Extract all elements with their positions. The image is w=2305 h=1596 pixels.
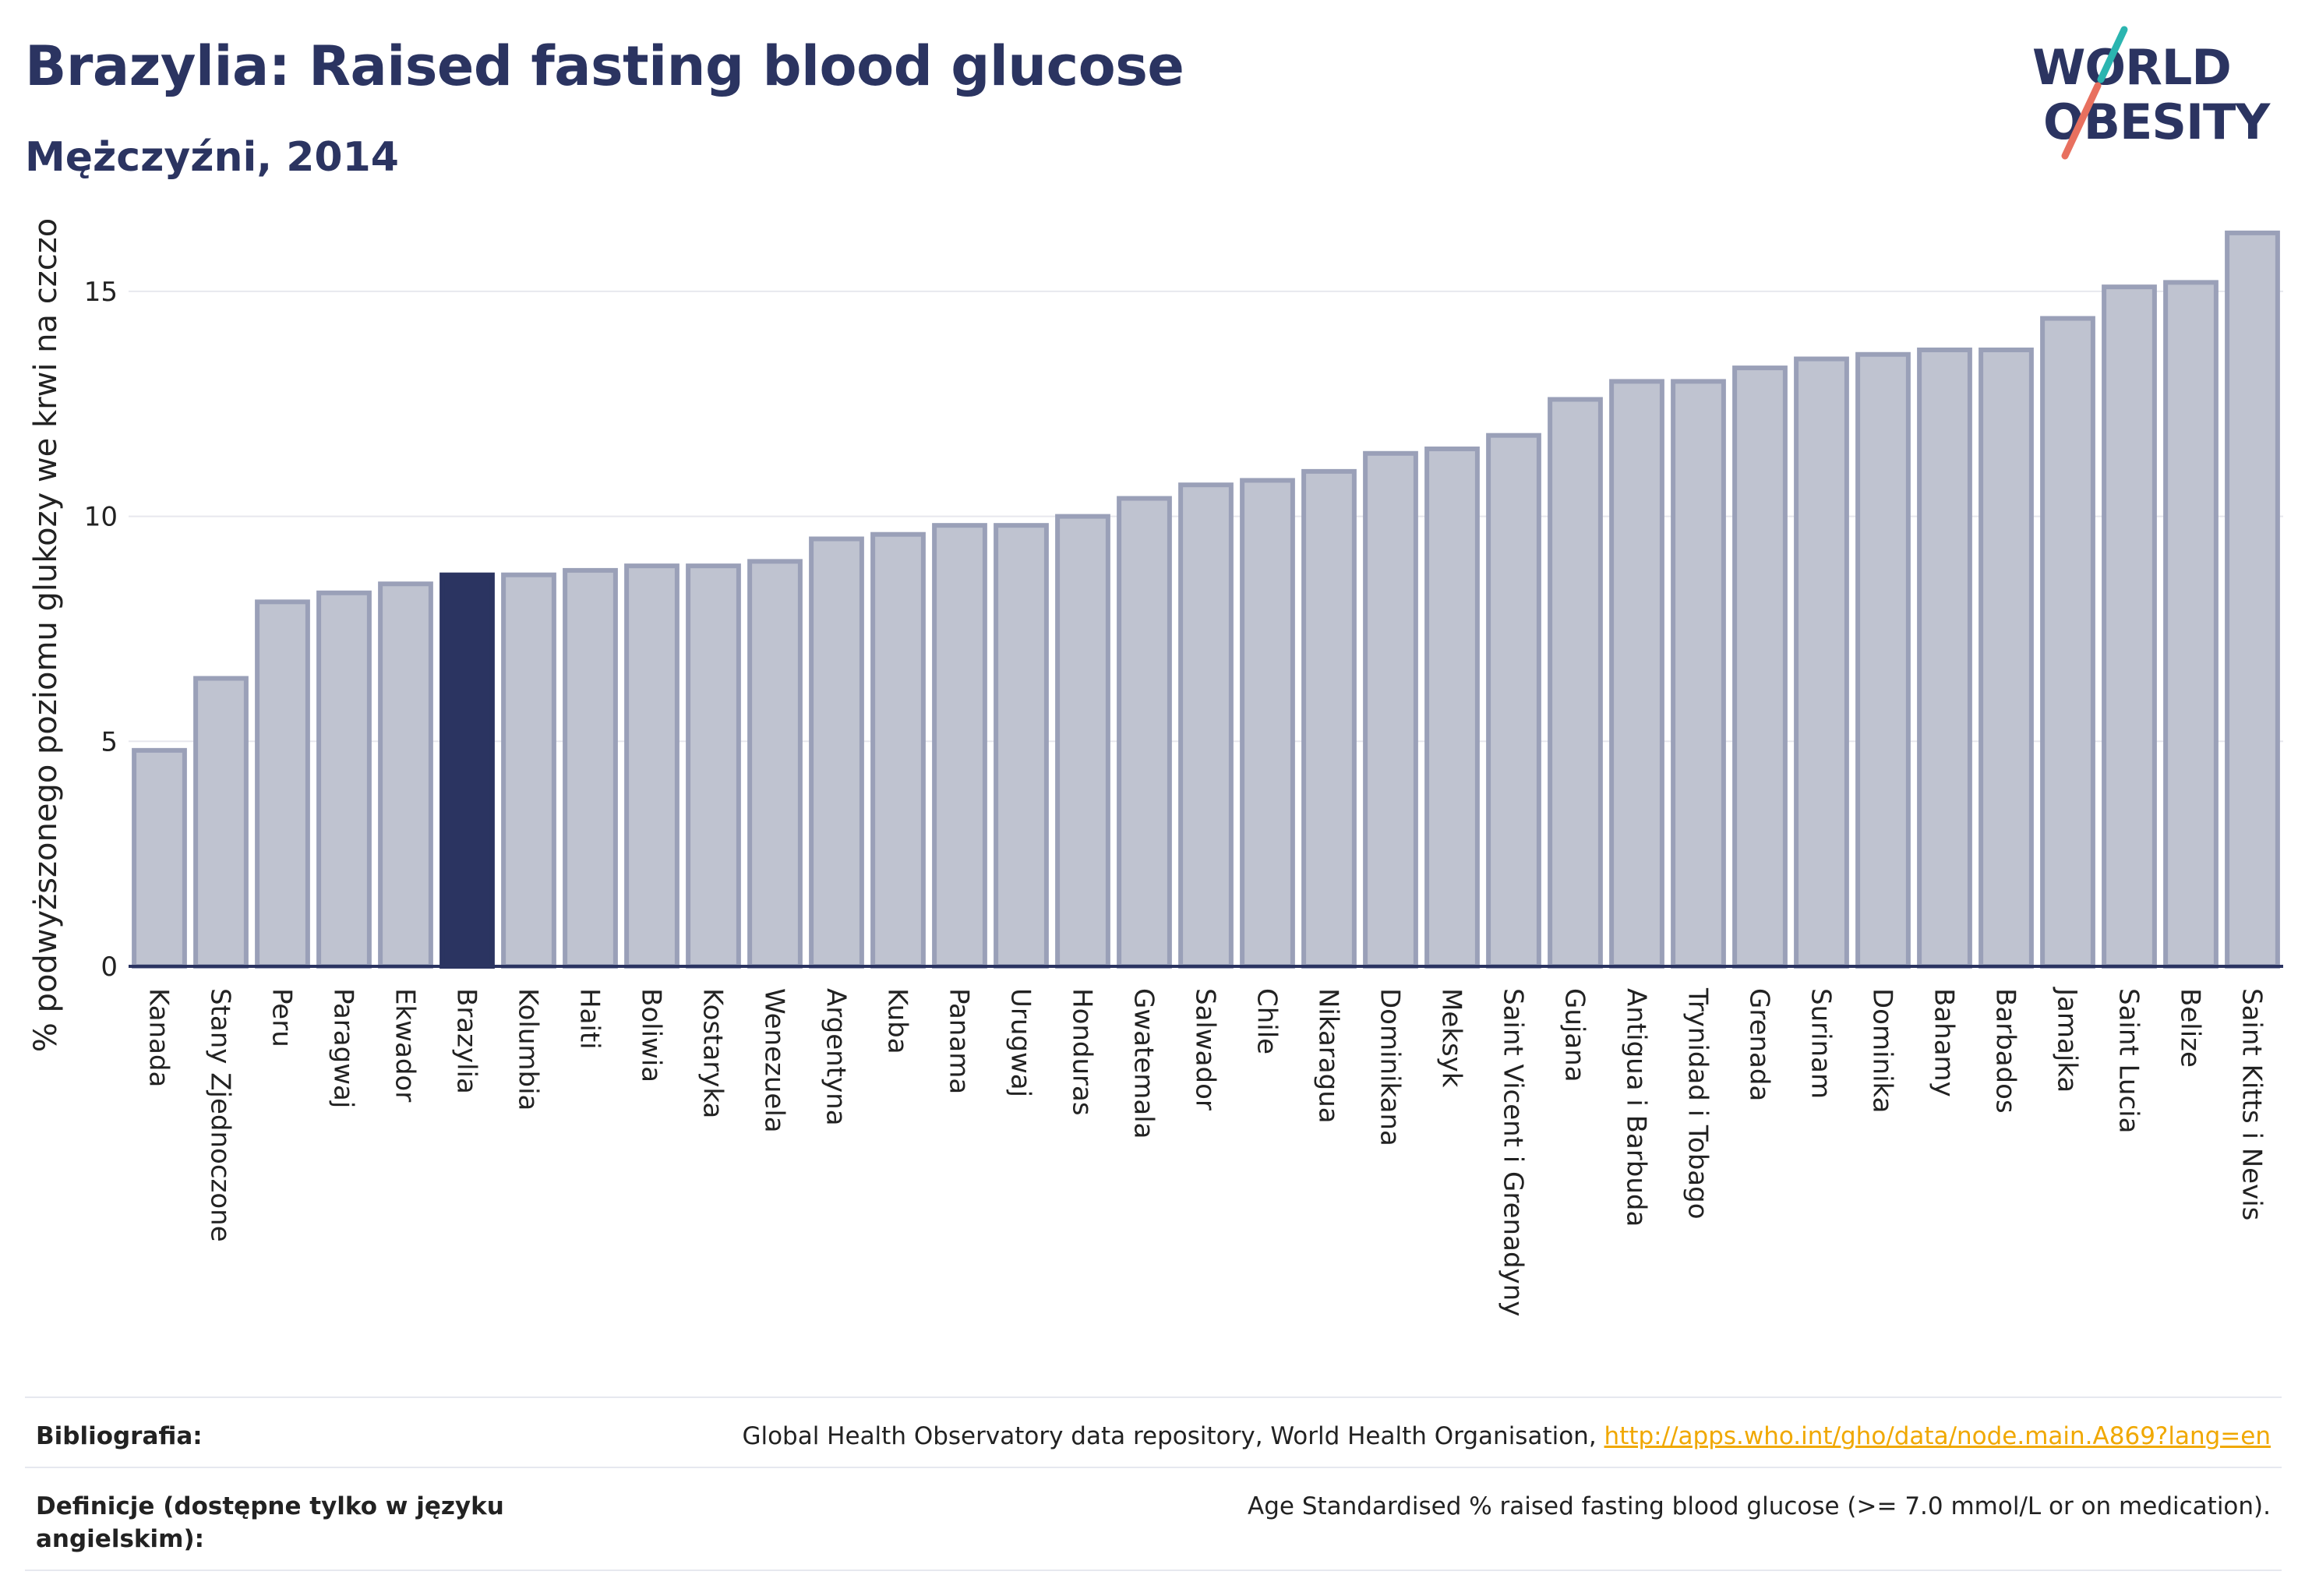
bibliography-text: Global Health Observatory data repositor… (742, 1422, 1604, 1450)
bar-19 (1240, 478, 1295, 969)
x-tick-label-26: Trynidad i Tobago (1682, 987, 1714, 1220)
bars (132, 230, 2280, 969)
x-tick-label-35: Saint Kitts i Nevis (2236, 988, 2268, 1220)
x-tick-label-3: Peru (267, 988, 298, 1047)
bar-17 (1117, 496, 1172, 969)
bibliography-label: Bibliografia: (36, 1422, 203, 1450)
definition-label: Definicje (dostępne tylko w języku angie… (36, 1492, 504, 1553)
y-tick-label-15: 15 (84, 277, 118, 308)
bar-34 (2163, 280, 2219, 969)
x-tick-label-30: Bahamy (1929, 988, 1960, 1097)
x-tick-label-23: Saint Vicent i Grenadyny (1498, 988, 1529, 1316)
logo-slash-bottom (2061, 82, 2102, 160)
bar-14 (932, 523, 987, 969)
x-tick-label-31: Barbados (1990, 988, 2021, 1114)
logo-slash-top (2097, 26, 2128, 83)
bar-28 (1794, 356, 1849, 969)
bar-25 (1609, 379, 1664, 969)
bar-22 (1424, 447, 1480, 969)
x-tick-label-11: Wenezuela (759, 988, 790, 1133)
x-tick-label-7: Kolumbia (513, 988, 544, 1110)
bar-1 (132, 747, 187, 969)
bar-10 (686, 563, 741, 969)
x-tick-label-19: Chile (1251, 988, 1283, 1054)
labels: 0 5 10 15 Kanada Stany Zjednoczone Peru Paragwa… (28, 218, 2268, 1317)
bar-27 (1732, 365, 1788, 969)
x-tick-label-28: Surinam (1806, 988, 1837, 1099)
bar-6 (439, 572, 495, 969)
bar-29 (1855, 351, 1911, 969)
x-tick-label-8: Haiti (574, 988, 605, 1050)
bar-4 (316, 590, 372, 969)
bar-9 (624, 563, 679, 969)
bar-35 (2225, 230, 2280, 969)
chart-subtitle: Mężczyźni, 2014 (25, 134, 399, 181)
x-tick-label-20: Nikaragua (1313, 988, 1344, 1124)
bar-3 (255, 599, 310, 969)
x-tick-label-2: Stany Zjednoczone (205, 988, 236, 1242)
x-tick-label-15: Urugwaj (1005, 988, 1036, 1097)
x-tick-label-21: Dominikana (1375, 988, 1406, 1146)
x-tick-label-1: Kanada (143, 988, 175, 1087)
x-tick-label-10: Kostaryka (697, 988, 729, 1118)
x-tick-label-5: Ekwador (390, 988, 421, 1102)
definition-value: Age Standardised % raised fasting blood … (1248, 1492, 2271, 1520)
bar-20 (1301, 468, 1357, 969)
x-tick-label-6: Brazylia (451, 988, 482, 1094)
bar-12 (809, 536, 864, 969)
y-axis-title: % podwyższonego poziomu glukozy we krwi … (28, 218, 64, 1052)
x-tick-label-4: Paragwaj (328, 988, 359, 1108)
bar-21 (1363, 450, 1418, 969)
bar-32 (2040, 316, 2095, 969)
x-tick-label-22: Meksyk (1436, 988, 1467, 1088)
x-tick-label-12: Argentyna (821, 988, 852, 1126)
bibliography-value: Global Health Observatory data repositor… (742, 1420, 2271, 1453)
bar-8 (563, 567, 618, 969)
bar-26 (1671, 379, 1726, 969)
bar-5 (378, 581, 433, 969)
x-tick-label-17: Gwatemala (1128, 988, 1160, 1139)
y-tick-label-5: 5 (101, 726, 118, 757)
bar-18 (1178, 482, 1234, 969)
bar-13 (870, 531, 926, 969)
x-tick-label-32: Jamajka (2052, 987, 2083, 1093)
x-tick-label-9: Boliwia (636, 988, 667, 1082)
y-tick-label-10: 10 (84, 502, 118, 533)
logo-line1: WORLD (2032, 39, 2231, 96)
bar-15 (994, 523, 1049, 969)
bar-31 (1978, 347, 2034, 969)
bar-30 (1917, 347, 1972, 969)
x-tick-label-16: Honduras (1067, 988, 1098, 1116)
bar-33 (2102, 284, 2157, 969)
chart-title: Brazylia: Raised fasting blood glucose (25, 34, 1184, 98)
bibliography-link[interactable]: http://apps.who.int/gho/data/node.main.A… (1604, 1422, 2271, 1450)
bar-16 (1055, 514, 1110, 969)
definition-row: Definicje (dostępne tylko w języku angie… (25, 1467, 2282, 1571)
x-tick-label-14: Panama (944, 988, 975, 1094)
x-tick-label-34: Belize (2175, 988, 2206, 1068)
chart-footer: Bibliografia: Global Health Observatory … (25, 1396, 2282, 1571)
bar-24 (1548, 397, 1603, 969)
x-tick-label-33: Saint Lucia (2113, 988, 2144, 1133)
bar-chart: 0 5 10 15 Kanada Stany Zjednoczone Peru Paragwa… (28, 218, 2283, 1317)
bar-11 (747, 559, 803, 969)
x-tick-label-24: Gujana (1559, 988, 1590, 1082)
world-obesity-logo: WORLD OBESITY (2032, 26, 2271, 160)
y-tick-label-0: 0 (101, 952, 118, 983)
bibliography-row: Bibliografia: Global Health Observatory … (25, 1396, 2282, 1467)
bar-23 (1486, 433, 1541, 969)
bar-2 (193, 676, 249, 969)
x-tick-label-25: Antigua i Barbuda (1621, 988, 1652, 1227)
x-tick-label-18: Salwador (1190, 988, 1221, 1110)
x-tick-label-13: Kuba (882, 988, 913, 1054)
x-tick-label-29: Dominika (1867, 988, 1898, 1113)
bar-7 (501, 572, 556, 969)
x-tick-label-27: Grenada (1744, 988, 1775, 1101)
